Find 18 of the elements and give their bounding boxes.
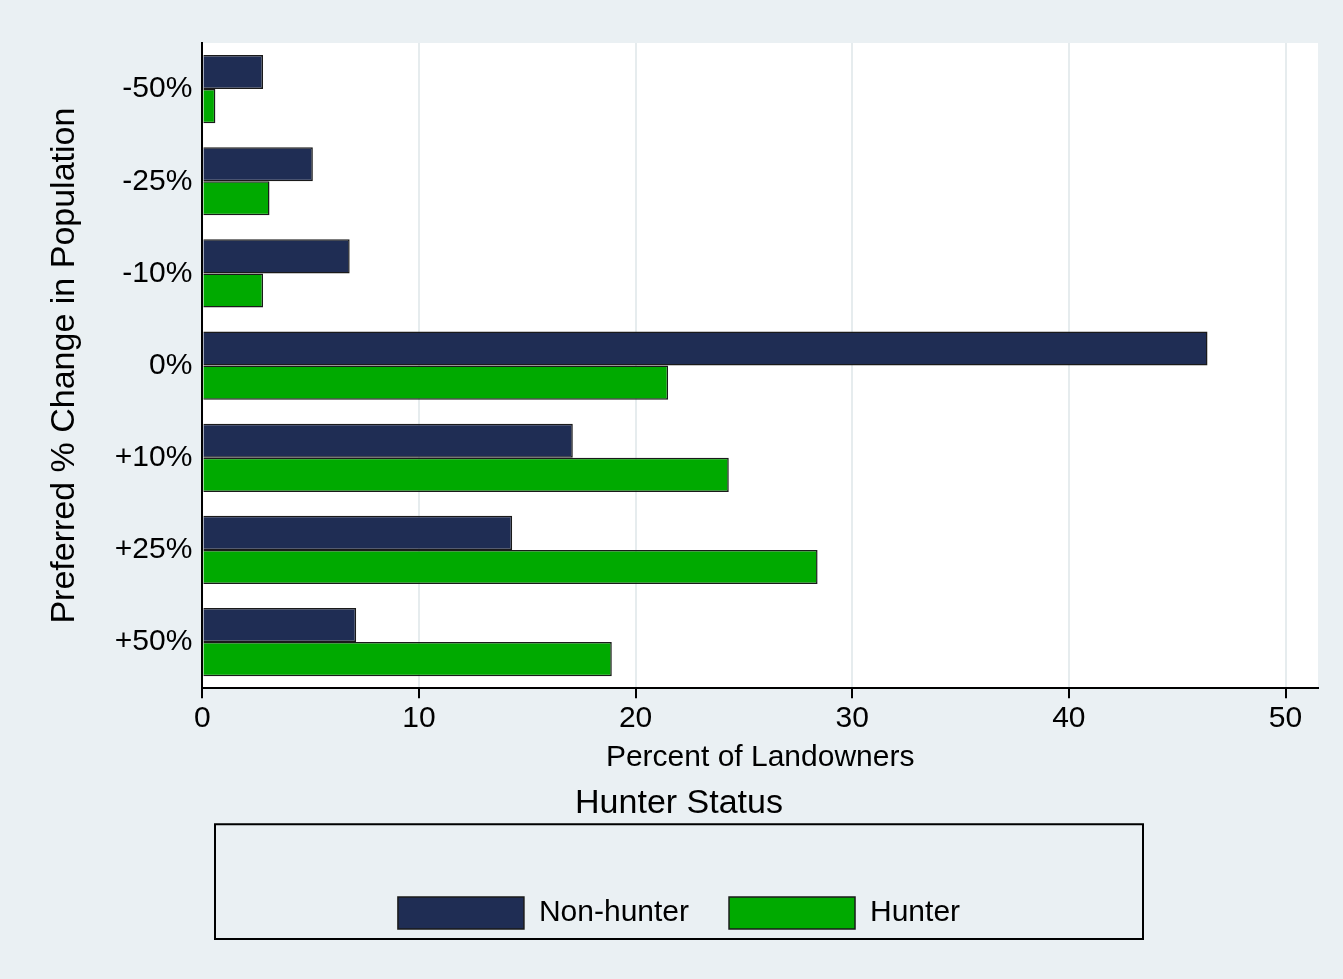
y-tick-label: +25%	[114, 531, 193, 565]
x-tick-label: 10	[402, 700, 436, 734]
x-tick-label: 0	[194, 700, 211, 734]
x-axis-title: Percent of Landowners	[605, 739, 915, 773]
x-tick-label: 40	[1052, 700, 1086, 734]
y-tick-label: -50%	[122, 70, 193, 104]
x-tick-label: 30	[835, 700, 869, 734]
legend-label: Hunter	[870, 894, 961, 928]
y-tick-label: +10%	[114, 439, 193, 473]
x-tick-label: 20	[618, 700, 653, 734]
y-tick-label: 0%	[149, 346, 193, 380]
legend-title: Hunter Status	[575, 781, 783, 820]
legend-label: Non-hunter	[538, 894, 690, 928]
y-tick-label: -10%	[122, 254, 193, 288]
x-tick-label: 50	[1268, 700, 1303, 734]
y-tick-label: -25%	[122, 162, 193, 196]
y-axis-title: Preferred % Change in Population	[42, 107, 81, 624]
y-tick-label: +50%	[114, 623, 193, 657]
